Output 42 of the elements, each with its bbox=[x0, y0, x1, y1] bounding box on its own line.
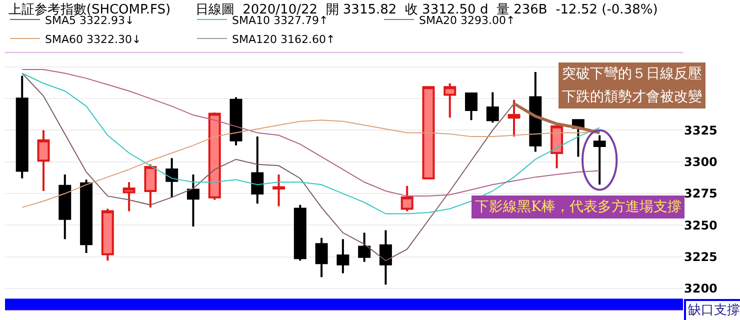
candlestick bbox=[166, 157, 178, 198]
candlestick bbox=[444, 82, 456, 119]
candlestick bbox=[144, 163, 157, 208]
candlestick bbox=[315, 236, 328, 278]
candlestick bbox=[272, 174, 286, 208]
y-tick-label: 3225 bbox=[684, 250, 718, 264]
band-label: 缺口支撐 bbox=[688, 303, 740, 318]
candlestick bbox=[251, 136, 264, 205]
candlestick bbox=[230, 96, 242, 146]
y-tick-label: 3325 bbox=[684, 123, 718, 138]
candlestick bbox=[465, 92, 478, 122]
candlestick bbox=[16, 74, 28, 180]
candlestick bbox=[508, 98, 520, 138]
candlestick bbox=[486, 91, 499, 124]
candlestick bbox=[422, 86, 435, 180]
candlestick bbox=[336, 238, 350, 274]
y-tick-label: 3250 bbox=[684, 218, 718, 232]
legend-label: SMA20 3293.00↑ bbox=[419, 14, 516, 27]
annotation: 下影線黑K棒，代表多方進場支撐 bbox=[475, 199, 682, 215]
y-tick-label: 3300 bbox=[684, 155, 718, 170]
annotation: 突破下彎的５日線反壓 bbox=[562, 66, 702, 82]
candlestick bbox=[379, 229, 392, 286]
legend-label: SMA60 3322.30↓ bbox=[45, 32, 142, 46]
candlestick bbox=[122, 181, 136, 212]
legend-label: SMA10 3327.79↑ bbox=[232, 14, 328, 27]
candlestick bbox=[550, 125, 564, 170]
candlestick bbox=[294, 204, 306, 262]
legend-label: SMA120 3162.60↑ bbox=[232, 32, 336, 46]
annotation: 下跌的頹勢才會被改變 bbox=[562, 89, 702, 105]
candlestick bbox=[358, 232, 371, 263]
y-tick-label: 3275 bbox=[684, 186, 718, 201]
y-tick-label: 3200 bbox=[684, 282, 718, 296]
candlestick bbox=[37, 129, 50, 192]
candlestick bbox=[572, 119, 584, 158]
candlestick bbox=[400, 184, 414, 212]
candlestick bbox=[101, 208, 114, 262]
candlestick bbox=[80, 178, 93, 254]
candlestick bbox=[208, 112, 221, 201]
candlestick bbox=[58, 174, 72, 240]
candlestick bbox=[186, 174, 200, 228]
candlestick bbox=[529, 70, 542, 153]
candlestick bbox=[593, 134, 606, 186]
